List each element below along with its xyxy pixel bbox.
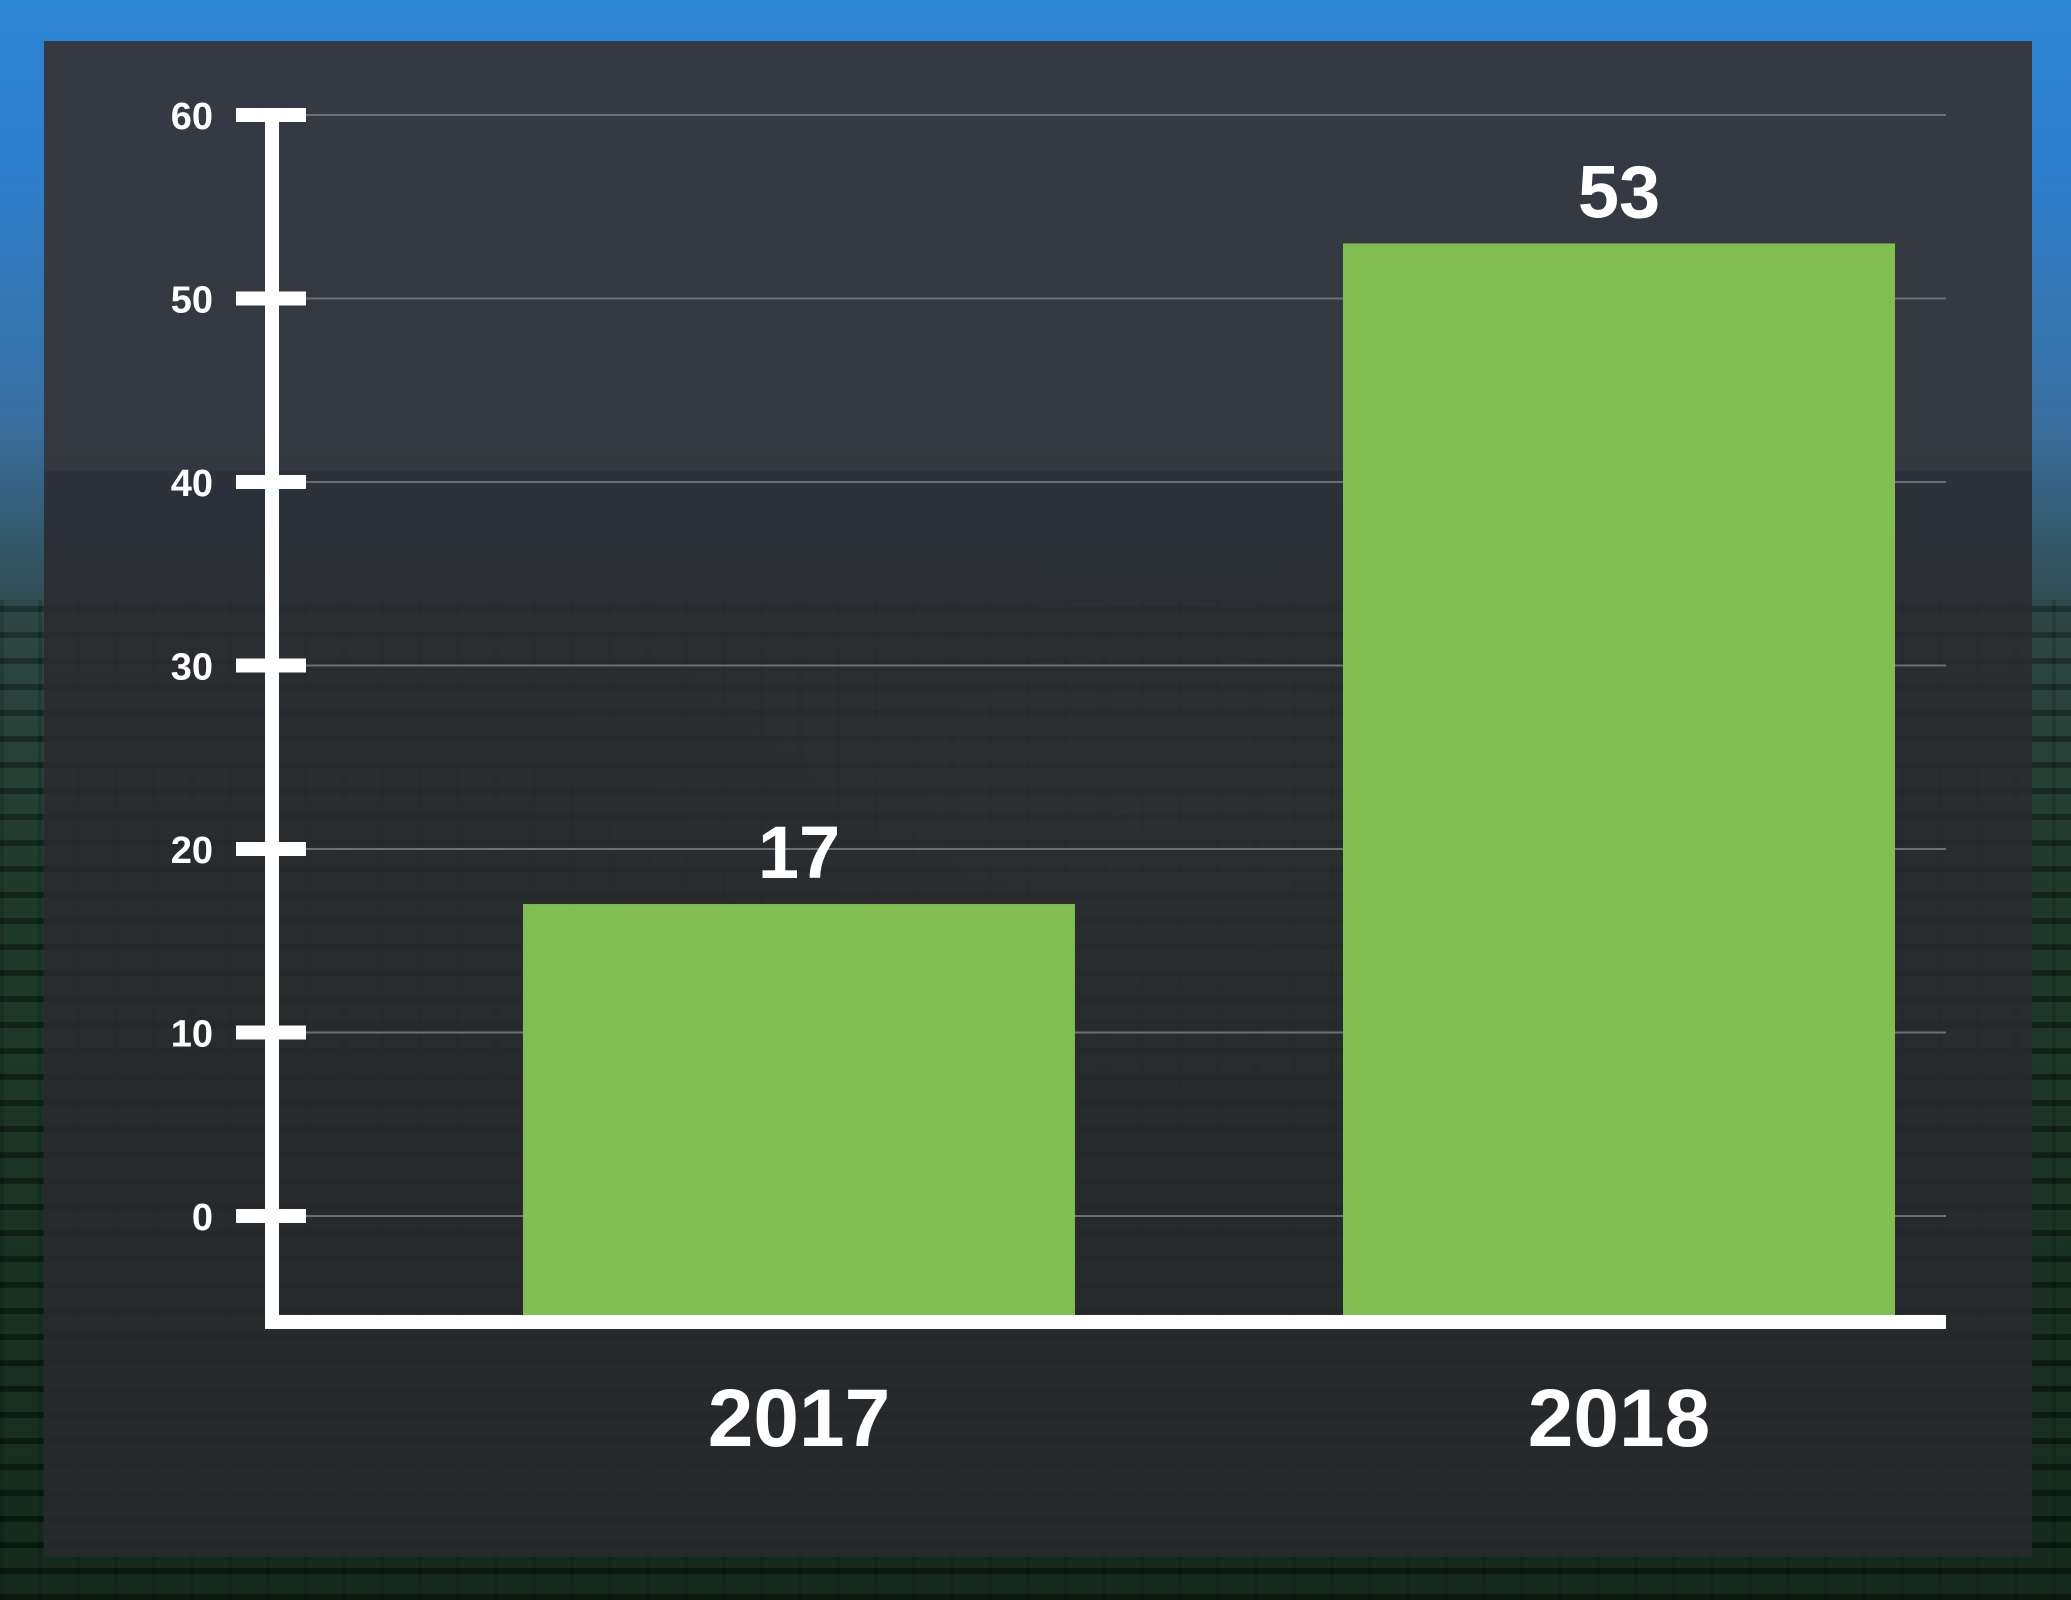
category-labels: 2017 2018	[708, 1373, 1710, 1464]
data-label-2017: 17	[758, 811, 840, 894]
y-tick-label-60: 60	[171, 96, 213, 138]
data-label-2018: 53	[1578, 150, 1660, 233]
x-tick-label-2017: 2017	[708, 1373, 890, 1464]
bar-2018	[1343, 243, 1895, 1323]
y-ticks	[236, 108, 306, 1223]
bars	[523, 243, 1895, 1323]
y-tick-label-30: 30	[171, 647, 213, 689]
x-tick-label-2018: 2018	[1528, 1373, 1710, 1464]
y-tick-label-0: 0	[192, 1197, 213, 1239]
y-tick-label-10: 10	[171, 1014, 213, 1056]
y-tick-label-40: 40	[171, 463, 213, 505]
bar-2017	[523, 904, 1075, 1322]
y-tick-label-50: 50	[171, 280, 213, 322]
axes	[265, 108, 1946, 1329]
y-tick-labels: 0 10 20 30 40 50 60	[171, 96, 213, 1239]
y-tick-label-20: 20	[171, 830, 213, 872]
